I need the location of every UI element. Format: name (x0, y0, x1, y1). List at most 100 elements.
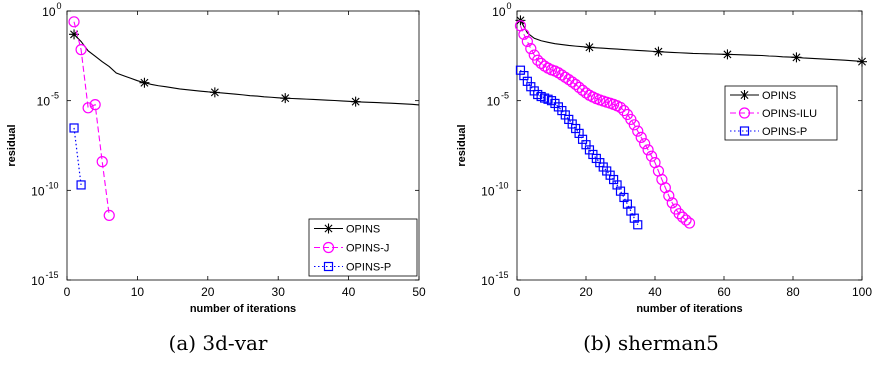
series-opins-p (69, 123, 86, 190)
x-tick-label: 10 (131, 285, 145, 299)
data-point (521, 35, 533, 48)
x-axis-label: number of iterations (190, 303, 296, 315)
x-tick-label: 40 (648, 285, 662, 299)
y-tick-exponent: -5 (51, 91, 59, 101)
x-tick-label: 80 (786, 285, 800, 299)
data-point (618, 104, 630, 117)
y-tick-base: 10 (487, 95, 501, 109)
legend-label: OPINS (762, 90, 796, 102)
legend-marker (323, 261, 334, 272)
x-tick-label: 20 (201, 285, 215, 299)
data-point (632, 125, 644, 137)
data-point (642, 144, 654, 156)
x-tick-label: 20 (579, 285, 593, 299)
y-tick-label: 10 -15 (31, 270, 58, 288)
y-tick-label: 10 0 (492, 1, 511, 19)
data-point (584, 42, 595, 53)
y-tick-base: 10 (492, 5, 506, 19)
data-point (280, 93, 291, 104)
legend: OPINS OPINS-J OPINS-P (308, 218, 418, 277)
data-point (139, 77, 150, 88)
y-tick-base: 10 (481, 184, 495, 198)
data-point (683, 217, 696, 229)
data-point (103, 209, 115, 222)
plot-area (516, 10, 863, 281)
figure-caption: (b) sherman5 (583, 331, 719, 355)
data-point (75, 44, 87, 56)
data-point (857, 56, 867, 67)
y-tick-label: 10 -15 (481, 270, 508, 288)
x-tick-label: 30 (272, 285, 286, 299)
y-tick-label: 10 -5 (37, 91, 59, 109)
data-point (645, 150, 658, 162)
data-point (633, 220, 643, 230)
data-point (676, 211, 689, 223)
legend-item: OPINS-J (314, 241, 389, 255)
y-tick-exponent: 0 (507, 1, 512, 11)
data-point (525, 43, 537, 55)
x-tick-label: 60 (717, 285, 731, 299)
y-tick-label: 10 0 (42, 1, 61, 19)
data-point (680, 214, 692, 226)
data-point (532, 54, 544, 66)
data-point (614, 101, 627, 114)
y-tick-label: 10 -10 (31, 180, 58, 198)
legend-marker (738, 107, 751, 119)
series-line (519, 20, 863, 63)
series-line (73, 127, 82, 186)
data-point (722, 49, 733, 60)
legend-label: OPINS-J (346, 243, 389, 255)
data-point (82, 102, 94, 114)
series-opins (515, 15, 867, 67)
x-tick-label: 40 (342, 285, 356, 299)
y-axis-label: residual (6, 124, 18, 166)
series-opins-p (515, 65, 643, 230)
y-tick-exponent: -10 (46, 180, 59, 190)
x-tick-label: 100 (852, 285, 872, 299)
series-opins-ilu (514, 20, 696, 229)
data-point (791, 52, 802, 63)
data-point (573, 81, 585, 93)
data-point (673, 208, 685, 220)
data-point (69, 29, 80, 40)
data-point (209, 87, 220, 98)
series-line (73, 33, 420, 106)
legend-marker (322, 241, 335, 254)
data-point (628, 119, 640, 131)
legend-marker (739, 126, 750, 136)
y-tick-base: 10 (481, 274, 495, 288)
series-opins-j (68, 16, 115, 222)
y-tick-exponent: -5 (501, 91, 509, 101)
y-tick-exponent: 0 (57, 1, 62, 11)
data-point (518, 28, 530, 40)
data-point (653, 46, 664, 57)
x-tick-label: 0 (64, 285, 71, 299)
legend-item: OPINS-P (730, 126, 807, 138)
legend-marker (323, 223, 334, 234)
y-tick-exponent: -15 (496, 270, 509, 280)
data-point (566, 76, 578, 88)
legend-item: OPINS (314, 223, 380, 236)
y-tick-label: 10 -10 (481, 180, 508, 198)
data-point (76, 180, 86, 190)
data-point (350, 96, 361, 107)
legend-item: OPINS-P (314, 262, 391, 274)
legend-label: OPINS-P (762, 126, 807, 138)
data-point (635, 131, 647, 143)
legend-marker (739, 90, 750, 100)
data-point (89, 99, 101, 111)
data-point (663, 190, 675, 202)
x-tick-label: 50 (412, 285, 426, 299)
data-point (666, 197, 678, 209)
y-axis-label: residual (456, 124, 468, 166)
data-point (68, 16, 80, 28)
y-tick-base: 10 (37, 95, 51, 109)
y-tick-label: 10 -5 (487, 91, 509, 109)
x-axis-label: number of iterations (636, 303, 742, 315)
legend-item: OPINS (730, 90, 796, 102)
y-tick-exponent: -15 (46, 270, 59, 280)
y-tick-base: 10 (42, 5, 56, 19)
